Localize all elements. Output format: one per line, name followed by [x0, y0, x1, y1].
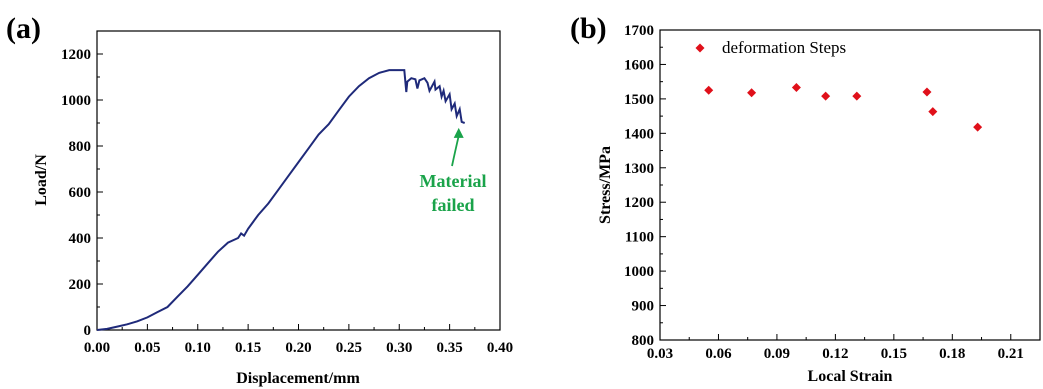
chart-a-ylabel: Load/N: [33, 154, 50, 206]
annotation-line-1: Material: [420, 171, 487, 191]
chart-a-xtick-label: 0.05: [134, 340, 160, 356]
chart-a-xlabel: Displacement/mm: [236, 370, 360, 387]
legend-marker: [695, 43, 705, 53]
chart-b-point: [704, 85, 714, 95]
chart-b-xlabel: Local Strain: [808, 368, 893, 385]
chart-b-ytick-label: 900: [632, 299, 655, 315]
chart-a-ytick-label: 400: [69, 231, 92, 247]
chart-a-ytick-label: 1000: [61, 93, 91, 109]
chart-b-xtick-label: 0.03: [647, 346, 673, 362]
chart-a: 0.00 0.05 0.10 0.15 0.20 0.25 0.30 0.35 0.40 0 200…: [33, 30, 513, 387]
chart-b-points: [704, 83, 983, 132]
chart-a-ticks: 0.00 0.05 0.10 0.15 0.20 0.25 0.30 0.35 0.40 0 200…: [61, 30, 513, 356]
chart-b-point: [922, 87, 932, 97]
chart-b-ytick-label: 1300: [624, 161, 654, 177]
chart-a-xtick-label: 0.30: [386, 340, 412, 356]
chart-b-ytick-label: 1600: [624, 57, 654, 73]
chart-b-xtick-label: 0.15: [881, 346, 907, 362]
chart-b-ytick-label: 800: [632, 333, 655, 349]
chart-b-xtick-label: 0.18: [939, 346, 965, 362]
chart-b-ytick-label: 1200: [624, 195, 654, 211]
chart-b-ylabel: Stress/MPa: [597, 146, 614, 224]
chart-a-xtick-label: 0.10: [185, 340, 211, 356]
chart-b-xtick-label: 0.09: [764, 346, 790, 362]
chart-b-point: [928, 107, 938, 117]
chart-b-point: [821, 91, 831, 101]
annotation-arrow: [451, 135, 460, 167]
annotation-arrowhead: [453, 127, 464, 138]
chart-a-xtick-label: 0.25: [336, 340, 362, 356]
chart-a-ytick-label: 1200: [61, 47, 91, 63]
chart-a-xtick-label: 0.15: [235, 340, 261, 356]
chart-a-xtick-label: 0.00: [84, 340, 110, 356]
chart-b-point: [973, 122, 983, 132]
chart-b-frame: [659, 29, 1041, 341]
chart-b-ytick-label: 1100: [625, 230, 654, 246]
panel-b-label: (b): [570, 12, 607, 45]
chart-b-xtick-label: 0.06: [705, 346, 732, 362]
chart-a-ytick-label: 800: [69, 139, 92, 155]
chart-b-ticks: 0.03 0.06 0.09 0.12 0.15 0.18 0.21 800 900 1000 11…: [624, 23, 1024, 362]
chart-a-ytick-label: 600: [69, 185, 92, 201]
chart-a-ytick-label: 0: [84, 323, 92, 339]
chart-a-xtick-label: 0.20: [285, 340, 311, 356]
chart-b-xtick-label: 0.12: [822, 346, 848, 362]
chart-b-ytick-label: 1500: [624, 92, 654, 108]
legend-label: deformation Steps: [722, 38, 846, 57]
chart-b: 0.03 0.06 0.09 0.12 0.15 0.18 0.21 800 900 1000 11…: [597, 23, 1041, 385]
chart-b-xtick-label: 0.21: [998, 346, 1024, 362]
panel-a-label: (a): [6, 12, 41, 45]
chart-a-xtick-label: 0.40: [487, 340, 513, 356]
chart-b-ytick-label: 1400: [624, 126, 654, 142]
chart-b-ytick-label: 1700: [624, 23, 654, 39]
chart-b-ytick-label: 1000: [624, 264, 654, 280]
chart-a-ytick-label: 200: [69, 277, 92, 293]
chart-a-xtick-label: 0.35: [437, 340, 463, 356]
chart-b-point: [747, 88, 757, 98]
chart-b-point: [791, 83, 801, 93]
chart-b-point: [852, 91, 862, 101]
annotation-line-2: failed: [432, 195, 475, 215]
chart-a-series-line: [96, 69, 466, 331]
